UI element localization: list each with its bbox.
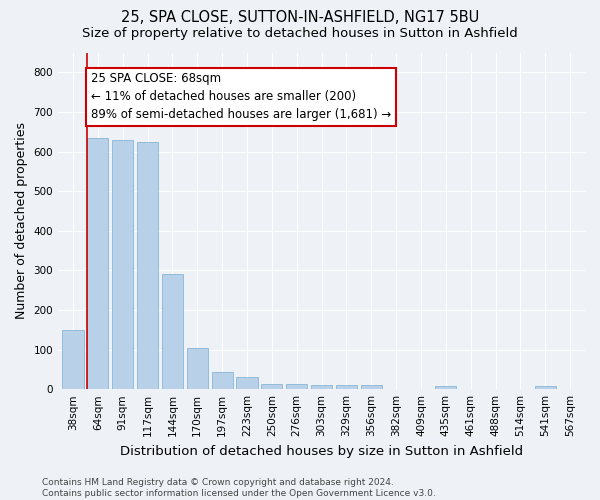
Bar (311, 385, 332, 389)
Bar (435, 386, 457, 389)
Y-axis label: Number of detached properties: Number of detached properties (15, 122, 28, 320)
Text: Size of property relative to detached houses in Sutton in Ashfield: Size of property relative to detached ho… (82, 28, 518, 40)
Bar (62, 330, 83, 389)
Bar (261, 384, 283, 389)
Bar (286, 384, 307, 389)
Bar (112, 140, 133, 389)
Bar (361, 385, 382, 389)
Bar (162, 274, 183, 389)
Text: 25, SPA CLOSE, SUTTON-IN-ASHFIELD, NG17 5BU: 25, SPA CLOSE, SUTTON-IN-ASHFIELD, NG17 … (121, 10, 479, 25)
Text: 25 SPA CLOSE: 68sqm
← 11% of detached houses are smaller (200)
89% of semi-detac: 25 SPA CLOSE: 68sqm ← 11% of detached ho… (91, 72, 391, 122)
X-axis label: Distribution of detached houses by size in Sutton in Ashfield: Distribution of detached houses by size … (120, 444, 523, 458)
Text: Contains HM Land Registry data © Crown copyright and database right 2024.
Contai: Contains HM Land Registry data © Crown c… (42, 478, 436, 498)
Bar (535, 386, 556, 389)
Bar (336, 385, 357, 389)
Bar (236, 378, 257, 389)
Bar (137, 142, 158, 389)
Bar (187, 348, 208, 389)
Bar (87, 138, 109, 389)
Bar (212, 372, 233, 389)
